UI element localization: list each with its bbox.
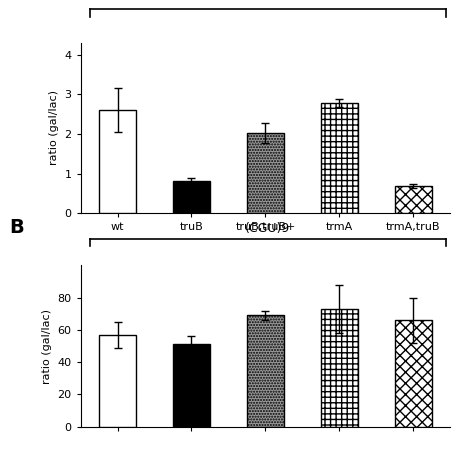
Bar (321, 309, 358, 427)
Bar (395, 186, 432, 213)
Bar (321, 103, 358, 213)
Bar (173, 345, 210, 427)
Bar (247, 133, 284, 213)
Text: B: B (9, 218, 24, 237)
Bar (99, 335, 136, 427)
Text: (CGU)9: (CGU)9 (245, 222, 291, 235)
Y-axis label: ratio (gal/lac): ratio (gal/lac) (49, 91, 59, 165)
Bar (99, 110, 136, 213)
Bar (247, 315, 284, 427)
Bar (173, 181, 210, 213)
Bar (395, 320, 432, 427)
Y-axis label: ratio (gal/lac): ratio (gal/lac) (42, 309, 52, 383)
